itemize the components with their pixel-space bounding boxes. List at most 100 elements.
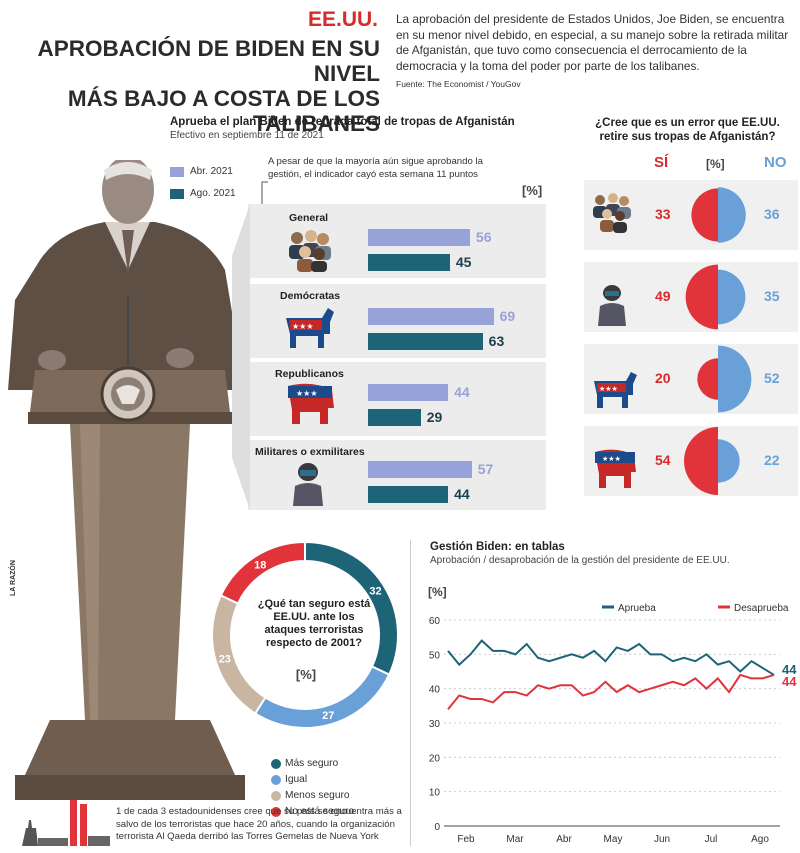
xtick-5: Jul [705, 834, 718, 845]
donut-value-1: 27 [322, 710, 334, 722]
legend-menos-seguro: Menos seguro [285, 790, 350, 801]
line-chart-subtitle: Aprobación / desaprobación de la gestión… [430, 555, 730, 566]
legend-igual: Igual [285, 774, 308, 785]
gestion-line-chart: [%] 0 10 20 30 40 50 60 Feb Mar Abr May Jun Jul Ago Apr… [428, 585, 797, 845]
country-label: EE.UU. [307, 8, 378, 31]
approval-note: A pesar de que la mayoría aún sigue apro… [268, 156, 483, 180]
donut-value-0: 32 [369, 585, 381, 597]
bar-apr-1 [368, 308, 494, 325]
bar-value-apr-2: 44 [454, 384, 470, 400]
footer-note: 1 de cada 3 estadounidenses cree que su … [116, 806, 402, 842]
line-chart-title: Gestión Biden: en tablas [430, 541, 565, 553]
bar-value-apr-3: 57 [477, 461, 494, 477]
no-value-1: 35 [764, 288, 780, 304]
ytick-0: 0 [434, 822, 440, 833]
group-label-militares: Militares o exmilitares [255, 446, 365, 458]
xtick-1: Mar [506, 834, 524, 845]
no-value-2: 52 [764, 370, 780, 386]
group-label-democratas: Demócratas [280, 290, 341, 302]
bar-value-ago-1: 63 [488, 333, 505, 349]
yes-value-2: 20 [655, 370, 671, 386]
soldier-icon [293, 463, 323, 506]
ytick-30: 30 [429, 719, 441, 730]
panel-connector [232, 204, 250, 510]
biden-podium-illustration [8, 160, 245, 800]
yes-half-2 [697, 358, 718, 400]
title-line-1: APROBACIÓN DE BIDEN EN SU NIVEL [37, 36, 380, 86]
error-halves-2 [697, 345, 752, 413]
line-series-1 [447, 673, 775, 710]
error-row-democratas [584, 344, 798, 414]
yes-value-1: 49 [655, 288, 671, 304]
ytick-20: 20 [429, 753, 441, 764]
approval-title: Aprueba el plan Biden de retirada total … [170, 116, 515, 128]
donkey-icon: ★★★ [594, 372, 637, 408]
elephant-icon: ★★★ [288, 383, 334, 424]
error-halves-0 [691, 187, 746, 243]
bar-apr-3 [368, 461, 472, 478]
approval-unit: [%] [522, 183, 543, 198]
legend-dot-menos-seguro [271, 791, 281, 801]
svg-text:★★★: ★★★ [292, 322, 314, 331]
line-legend-label-1: Desaprueba [734, 603, 789, 614]
xtick-4: Jun [654, 834, 670, 845]
people-group-icon [289, 230, 331, 272]
bar-value-apr-1: 69 [499, 308, 516, 324]
title-line-2: MÁS BAJO A COSTA DE LOS TALIBANES [67, 86, 380, 136]
bar-value-ago-2: 29 [426, 409, 443, 425]
svg-text:★★★: ★★★ [599, 385, 618, 393]
legend-dot-mas-seguro [271, 759, 281, 769]
svg-text:★★★: ★★★ [602, 455, 621, 463]
ytick-40: 40 [429, 685, 441, 696]
yes-header: SÍ [654, 154, 669, 171]
line-end-label-0: 44 [782, 662, 797, 677]
main-title: APROBACIÓN DE BIDEN EN SU NIVEL MÁS BAJO… [0, 36, 380, 136]
line-ylabel: [%] [428, 585, 447, 599]
bar-ago-2 [368, 409, 421, 426]
bar-apr-0 [368, 229, 470, 246]
ytick-50: 50 [429, 650, 441, 661]
no-header: NO [764, 154, 787, 171]
donut-slice-3 [219, 540, 306, 605]
twin-towers-icon [22, 800, 110, 846]
group-label-general: General [289, 212, 329, 224]
yes-value-0: 33 [655, 206, 671, 222]
svg-text:★★★: ★★★ [296, 389, 318, 398]
bar-apr-2 [368, 384, 449, 401]
side-logo: LA RAZÓN [10, 560, 17, 596]
source-note: Fuente: The Economist / YouGov [396, 79, 521, 89]
group-label-republicanos: Republicanos [275, 368, 344, 380]
no-value-0: 36 [764, 206, 780, 222]
error-unit: [%] [706, 157, 725, 171]
ytick-60: 60 [429, 616, 441, 627]
error-question-title: ¿Cree que es un error que EE.UU. retire … [595, 117, 780, 143]
donut-question: ¿Qué tan seguro está EE.UU. ante los ata… [257, 598, 371, 649]
line-series-0 [447, 639, 775, 676]
donut-unit: [%] [295, 667, 317, 682]
legend-dot-no-seguro [271, 807, 281, 817]
legend-dot-igual [271, 775, 281, 785]
bar-ago-1 [368, 333, 483, 350]
xtick-0: Feb [457, 834, 475, 845]
legend-label-ago: Ago. 2021 [190, 188, 236, 199]
no-half-0 [718, 187, 746, 243]
bar-value-ago-3: 44 [454, 486, 470, 502]
xtick-3: May [604, 834, 623, 845]
bar-ago-3 [368, 486, 449, 503]
donkey-icon: ★★★ [286, 308, 334, 348]
legend-label-apr: Abr. 2021 [190, 166, 233, 177]
legend-swatch-apr [170, 167, 184, 177]
no-half-2 [718, 345, 752, 413]
line-end-label-1: 44 [782, 674, 797, 689]
xtick-6: Ago [751, 834, 769, 845]
intro-paragraph: La aprobación del presidente de Estados … [396, 12, 789, 73]
donut-value-2: 23 [219, 653, 231, 665]
error-halves-1 [685, 264, 746, 330]
approval-subtitle: Efectivo en septiembre 11 de 2021 [170, 130, 324, 141]
yes-half-1 [685, 264, 718, 330]
bar-ago-0 [368, 254, 450, 271]
legend-no-seguro: No está seguro [285, 806, 355, 817]
bar-value-apr-0: 56 [475, 229, 492, 245]
no-half-3 [718, 439, 740, 483]
yes-value-3: 54 [655, 452, 671, 468]
